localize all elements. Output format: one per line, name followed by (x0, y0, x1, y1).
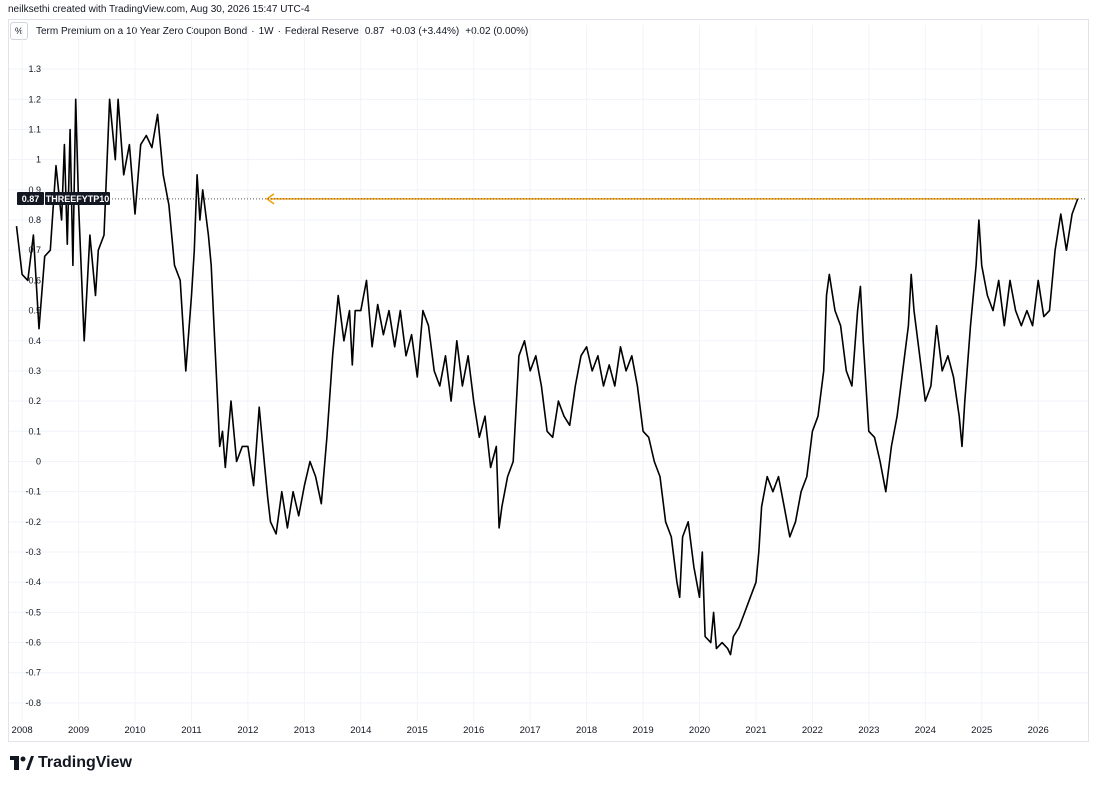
tradingview-brand[interactable]: TradingView (10, 754, 132, 772)
chart-attribution: neilksethi created with TradingView.com,… (8, 4, 310, 15)
tradingview-logo-icon (10, 756, 34, 770)
legend-interval[interactable]: 1W (258, 25, 274, 37)
unit-toggle-button[interactable]: % (10, 22, 28, 40)
chart-pane[interactable] (8, 19, 1089, 742)
legend-last-value: 0.87 (364, 25, 385, 37)
legend-source: Federal Reserve (284, 25, 359, 37)
legend-separator: · (277, 25, 281, 37)
legend-change: +0.03 (+3.44%) (390, 25, 460, 37)
brand-name: TradingView (38, 754, 132, 771)
legend-title: Term Premium on a 10 Year Zero Coupon Bo… (36, 25, 248, 37)
legend-change-secondary: +0.02 (0.00%) (465, 25, 529, 37)
legend-separator: · (251, 25, 255, 37)
symbol-legend: % Term Premium on a 10 Year Zero Coupon … (10, 22, 528, 40)
